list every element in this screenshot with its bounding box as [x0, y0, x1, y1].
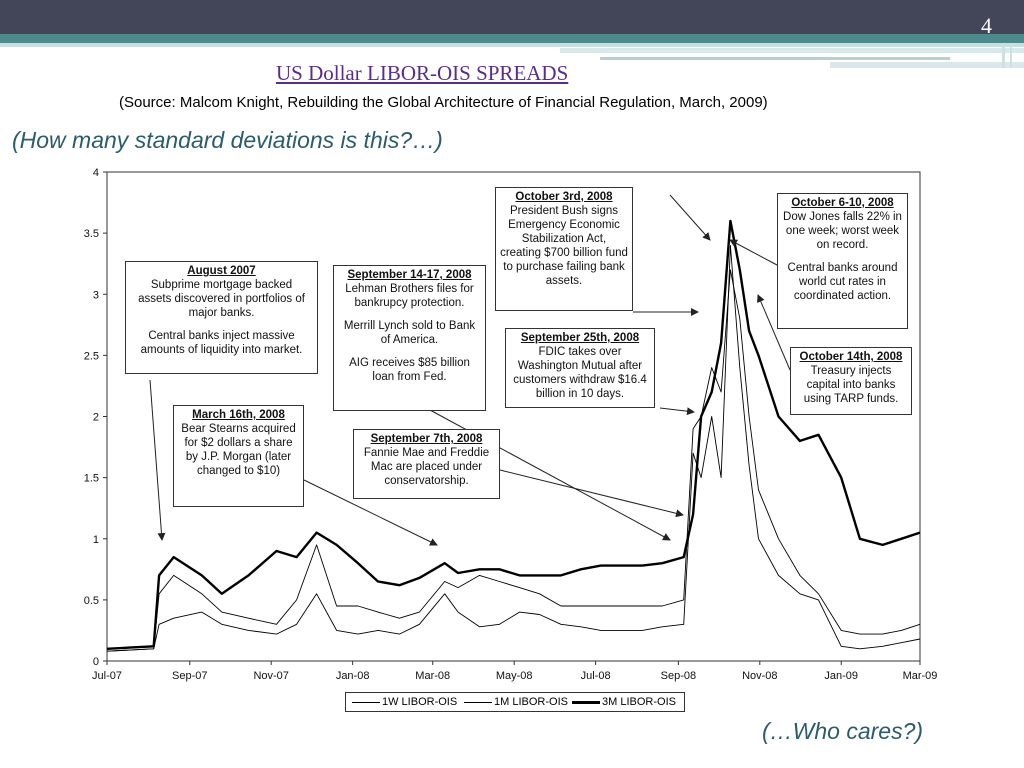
- annotation-march-2008: March 16th, 2008 Bear Stearns acquired f…: [173, 405, 304, 507]
- decorative-stripe: [560, 48, 1024, 53]
- annotation-september-25-2008: September 25th, 2008 FDIC takes over Was…: [505, 328, 655, 408]
- x-tick-label: Jan-09: [824, 670, 858, 682]
- y-tick-label: 1.5: [84, 473, 99, 485]
- legend-item-1w: 1W LIBOR-OIS: [352, 696, 457, 708]
- series-line: [106, 219, 921, 650]
- decorative-stripe: [830, 62, 1024, 68]
- annotation-september-14-17-2008: September 14-17, 2008 Lehman Brothers fi…: [333, 265, 486, 411]
- y-tick-label: 4: [93, 167, 99, 179]
- decorative-stripe: [0, 43, 1024, 47]
- legend-item-3m: 3M LIBOR-OIS: [572, 696, 676, 708]
- source-note: (Source: Malcom Knight, Rebuilding the G…: [119, 94, 768, 111]
- x-tick-label: Nov-08: [742, 670, 777, 682]
- x-tick-label: Jan-08: [336, 670, 370, 682]
- annotation-october-6-10-2008: October 6-10, 2008 Dow Jones falls 22% i…: [777, 193, 908, 329]
- x-tick-label: Sep-08: [661, 670, 696, 682]
- annotation-october-14-2008: October 14th, 2008 Treasury injects capi…: [790, 347, 912, 415]
- question-top: (How many standard deviations is this?…): [12, 127, 443, 153]
- annotation-arrow: [729, 239, 778, 266]
- legend-item-1m: 1M LIBOR-OIS: [464, 696, 568, 708]
- top-bar: [0, 0, 1024, 34]
- y-tick-label: 2: [93, 412, 99, 424]
- series-line: [106, 244, 921, 652]
- annotation-arrow: [303, 479, 438, 546]
- annotation-arrow: [659, 407, 695, 416]
- annotation-september-7-2008: September 7th, 2008 Fannie Mae and Fredd…: [353, 429, 500, 499]
- x-tick-label: Mar-08: [415, 670, 450, 682]
- y-tick-label: 3.5: [84, 228, 99, 240]
- chart-legend: 1W LIBOR-OIS 1M LIBOR-OIS 3M LIBOR-OIS: [345, 692, 685, 712]
- teal-band: [0, 34, 1024, 43]
- x-tick-label: Jul-08: [581, 670, 611, 682]
- annotation-arrow: [669, 194, 711, 241]
- y-tick-label: 1: [93, 534, 99, 546]
- x-tick-label: Jul-07: [92, 670, 122, 682]
- annotation-august-2007: August 2007 Subprime mortgage backed ass…: [125, 261, 318, 374]
- annotation-arrow: [499, 469, 684, 518]
- chart-ticks: 0 0.5 1 1.5 2 2.5 3 3.5 4 Jul-07 Sep-07 Nov-07 Jan-0…: [84, 167, 938, 682]
- x-tick-label: Nov-07: [253, 670, 288, 682]
- annotation-october-3-2008: October 3rd, 2008 President Bush signs E…: [495, 187, 633, 311]
- y-tick-label: 2.5: [84, 350, 99, 362]
- chart-series: [106, 219, 921, 652]
- decorative-stripe: [1010, 43, 1012, 68]
- x-tick-label: Mar-09: [903, 670, 938, 682]
- y-tick-label: 0: [93, 656, 99, 668]
- annotation-arrow: [757, 294, 791, 371]
- y-tick-label: 0.5: [84, 595, 99, 607]
- annotation-arrow: [149, 379, 166, 541]
- x-tick-label: May-08: [496, 670, 533, 682]
- decorative-stripe: [1002, 43, 1005, 68]
- series-line: [106, 269, 921, 652]
- slide-title[interactable]: US Dollar LIBOR-OIS SPREADS: [276, 61, 569, 85]
- y-tick-label: 3: [93, 289, 99, 301]
- slide-number: 4: [981, 13, 992, 38]
- decorative-stripe: [600, 57, 950, 60]
- x-tick-label: Sep-07: [172, 670, 207, 682]
- question-bottom: (…Who cares?): [762, 718, 924, 744]
